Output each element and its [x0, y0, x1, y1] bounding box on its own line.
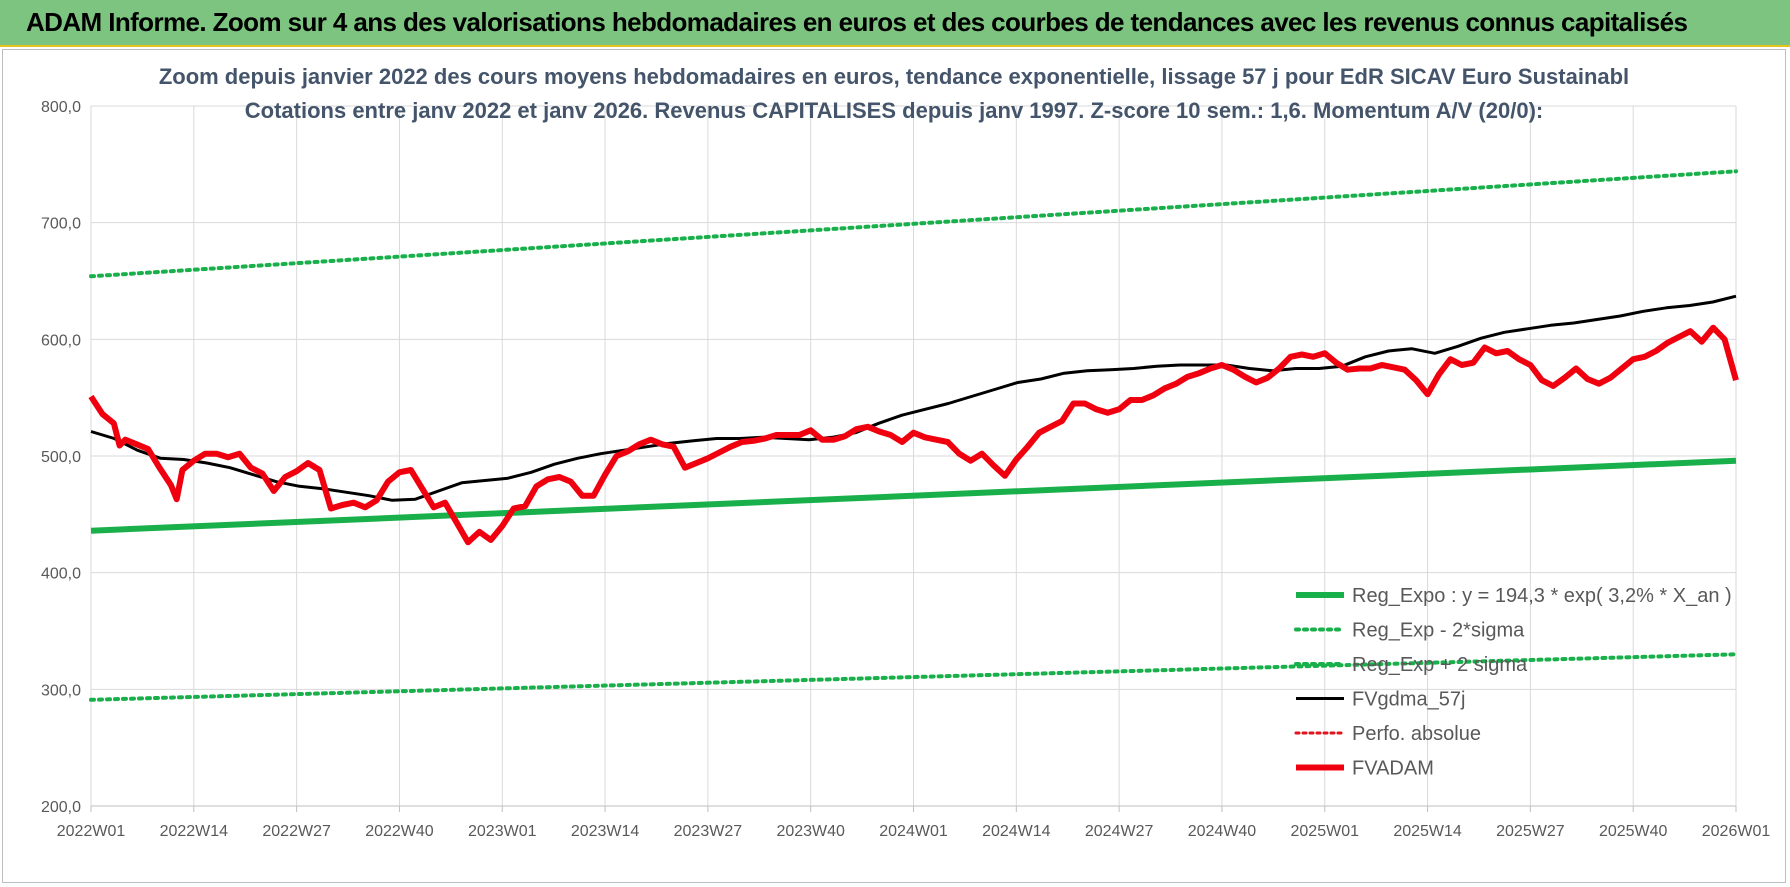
legend-entry: Reg_Expo : y = 194,3 * exp( 3,2% * X_an …	[1352, 585, 1732, 607]
x-tick-label: 2026W01	[1702, 823, 1771, 840]
chart-grid	[90, 105, 1737, 812]
chart-frame: Zoom depuis janvier 2022 des cours moyen…	[2, 49, 1786, 883]
x-tick-label: 2024W01	[879, 823, 948, 840]
legend-entry: Perfo. absolue	[1352, 723, 1481, 745]
legend-entry: Reg_Exp + 2 sigma	[1352, 654, 1528, 676]
x-tick-label: 2025W40	[1599, 823, 1668, 840]
header-banner: ADAM Informe. Zoom sur 4 ans des valoris…	[0, 0, 1790, 47]
x-tick-label: 2023W27	[674, 823, 743, 840]
y-tick-label: 800,0	[41, 99, 81, 116]
y-axis-ticks: 200,0 300,0 400,0 500,0 600,0 700,0 800,0	[41, 99, 81, 816]
chart-title: Zoom depuis janvier 2022 des cours moyen…	[159, 64, 1629, 89]
x-tick-label: 2025W01	[1291, 823, 1360, 840]
legend-entry: FVADAM	[1352, 758, 1434, 780]
series-line-fvgdma-57j	[90, 294, 1737, 502]
line-chart: Zoom depuis janvier 2022 des cours moyen…	[41, 64, 1771, 840]
banner-title: ADAM Informe. Zoom sur 4 ans des valoris…	[26, 7, 1688, 37]
x-tick-label: 2022W14	[160, 823, 229, 840]
series-line-fvadam	[88, 324, 1739, 546]
series-layer	[88, 169, 1739, 702]
x-tick-label: 2025W27	[1496, 823, 1565, 840]
x-tick-label: 2022W40	[365, 823, 434, 840]
x-tick-label: 2025W14	[1393, 823, 1462, 840]
x-tick-label: 2024W40	[1188, 823, 1257, 840]
series-line-reg-exp	[89, 169, 1738, 279]
y-tick-label: 300,0	[41, 682, 81, 699]
x-tick-label: 2023W01	[468, 823, 537, 840]
y-tick-label: 500,0	[41, 449, 81, 466]
legend-entry: Reg_Exp - 2*sigma	[1352, 620, 1525, 642]
y-tick-label: 400,0	[41, 566, 81, 583]
chart-subtitle: Cotations entre janv 2022 et janv 2026. …	[245, 98, 1543, 123]
x-tick-label: 2023W40	[776, 823, 845, 840]
series-line-reg-expo	[90, 457, 1737, 534]
x-tick-label: 2022W01	[57, 823, 126, 840]
chart-legend: Reg_Expo : y = 194,3 * exp( 3,2% * X_an …	[1294, 585, 1732, 780]
series-line-reg-exp	[89, 652, 1738, 702]
x-tick-label: 2024W27	[1085, 823, 1154, 840]
y-tick-label: 600,0	[41, 332, 81, 349]
legend-entry: FVgdma_57j	[1352, 689, 1465, 711]
x-axis-ticks: 2022W01 2022W14 2022W27 2022W40 2023W01 2023W…	[57, 823, 1771, 840]
y-tick-label: 200,0	[41, 799, 81, 816]
x-tick-label: 2023W14	[571, 823, 640, 840]
x-tick-label: 2022W27	[262, 823, 331, 840]
y-tick-label: 700,0	[41, 216, 81, 233]
x-tick-label: 2024W14	[982, 823, 1051, 840]
